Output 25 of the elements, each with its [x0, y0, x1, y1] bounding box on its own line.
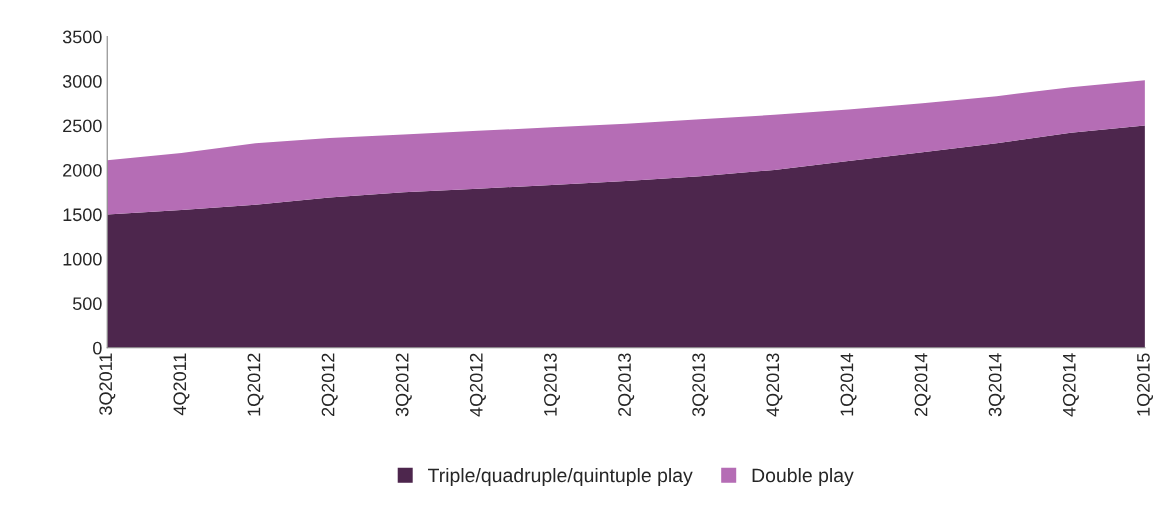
x-tick-label: 1Q2014	[840, 353, 857, 416]
y-tick-label: 2000	[63, 163, 102, 177]
y-tick-label: 0	[93, 341, 102, 355]
y-tick-label: 500	[72, 297, 102, 311]
x-tick-label: 4Q2013	[766, 353, 783, 417]
x-tick-label: 3Q2011	[99, 353, 116, 415]
x-tick-label: 2Q2014	[914, 353, 931, 416]
y-tick-label: 1000	[63, 252, 102, 266]
y-tick-label: 2500	[63, 119, 102, 133]
y-tick-label: 3500	[62, 30, 102, 44]
y-tick-label: 3000	[62, 75, 102, 88]
y-tick-label: 1500	[63, 208, 102, 222]
x-tick-label: 4Q2014	[1062, 353, 1079, 417]
x-tick-label: 2Q2012	[321, 353, 338, 416]
x-tick-label: 3Q2014	[988, 353, 1005, 417]
legend-label: Double play	[752, 467, 854, 487]
x-tick-label: 3Q2012	[395, 353, 412, 417]
x-tick-label: 4Q2012	[469, 353, 486, 417]
x-tick-label: 4Q2011	[173, 353, 190, 416]
x-tick-label: 1Q2012	[247, 353, 264, 416]
legend-label: Triple/quadruple/quintuple play	[428, 467, 693, 487]
x-tick-label: 1Q2015	[1136, 353, 1153, 416]
x-tick-label: 3Q2013	[692, 353, 709, 417]
x-tick-label: 1Q2013	[544, 353, 561, 416]
x-tick-label: 2Q2013	[618, 353, 635, 416]
